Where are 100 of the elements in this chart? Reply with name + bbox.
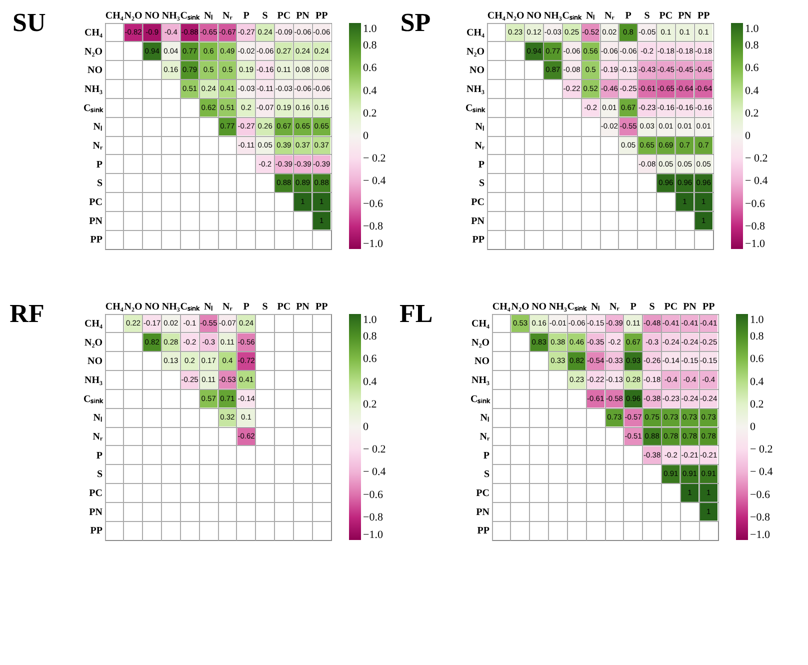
x-tick-label: PP (315, 10, 328, 22)
x-tick-label: CH₄ (492, 302, 510, 312)
x-tick-label: NH₃ (548, 302, 567, 312)
color-bar-label: −1.0 (363, 529, 384, 541)
x-tick-label: PN (296, 10, 310, 22)
x-tick-label: NH₃ (162, 302, 180, 312)
color-bar-label: −0.6 (750, 488, 770, 501)
x-tick-label: P (630, 302, 636, 312)
y-tick-label: P (96, 159, 102, 170)
color-bar-label: − 0.2 (363, 444, 386, 456)
x-tick-label: N₂O (124, 302, 142, 312)
y-tick-label: NO (88, 356, 103, 368)
x-tick-label: Nᵣ (604, 10, 615, 22)
color-bar-label: 0.8 (363, 40, 378, 52)
y-tick-label: NO (88, 65, 103, 76)
color-bar-label: 0.6 (750, 353, 764, 366)
x-tick-label: Cₛᵢₙₖ (180, 10, 200, 22)
y-tick-label: PC (476, 488, 490, 499)
x-tick-label: CH₄ (105, 10, 124, 22)
x-tick-label: NO (144, 10, 160, 22)
x-tick-label: Nᵣ (610, 302, 620, 312)
y-tick-label: N₂O (84, 337, 103, 348)
color-bar-label: −1.0 (750, 529, 770, 541)
y-tick-label: CH₄ (84, 318, 102, 330)
y-tick-label: Cₛᵢₙₖ (466, 102, 486, 114)
y-tick-label: Cₛᵢₙₖ (84, 394, 104, 405)
y-tick-label: P (96, 450, 102, 462)
y-tick-label: N₂O (472, 337, 490, 348)
chart-title: SU (12, 8, 46, 37)
x-tick-label: CH₄ (105, 302, 124, 312)
color-bar-label: 0.2 (750, 398, 764, 410)
x-tick-label: PN (678, 10, 692, 22)
x-tick-label: PP (697, 10, 710, 22)
y-tick-label: CH₄ (472, 318, 490, 330)
color-bar-label: 0.2 (363, 107, 377, 120)
y-tick-label: P (483, 450, 490, 462)
color-bar-label: −0.8 (363, 220, 384, 232)
y-tick-label: P (478, 159, 484, 170)
color-bar-label: 0.4 (363, 376, 378, 388)
color-bar-label: − 0.4 (750, 466, 774, 478)
x-tick-label: S (262, 302, 268, 312)
y-tick-label: PN (476, 506, 490, 518)
color-bar-label: 0 (745, 130, 751, 142)
y-tick-label: PC (89, 196, 102, 208)
color-bar-label: 1.0 (745, 23, 760, 35)
color-bar-label: −0.6 (745, 198, 766, 210)
color-bar-label: −0.8 (745, 220, 766, 232)
color-bar-label: −1.0 (363, 238, 384, 250)
x-tick-label: P (243, 10, 250, 22)
color-bar-label: 0.8 (745, 40, 760, 52)
color-bar-label: − 0.4 (745, 175, 768, 188)
color-bar-label: 1.0 (750, 314, 764, 326)
y-tick-label: PN (89, 216, 104, 227)
y-tick-label: N₂O (466, 46, 485, 58)
y-tick-label: Cₛᵢₙₖ (470, 394, 490, 405)
color-bar-label: 0.4 (363, 84, 378, 97)
y-tick-label: PC (471, 196, 484, 208)
y-tick-label: S (484, 469, 490, 480)
color-bar-label: −0.6 (363, 488, 384, 501)
color-bar-label: 0.8 (750, 330, 764, 343)
y-tick-label: S (96, 469, 103, 480)
x-tick-label: S (262, 10, 268, 22)
x-tick-label: Cₛᵢₙₖ (567, 302, 588, 312)
color-bar-label: 0 (363, 421, 369, 433)
x-tick-label: NO (532, 302, 547, 312)
x-tick-label: NO (144, 302, 160, 312)
y-tick-label: S (96, 178, 103, 190)
x-tick-label: P (625, 10, 632, 22)
x-tick-label: Cₛᵢₙₖ (562, 10, 582, 22)
y-tick-label: Nᵣ (474, 140, 485, 152)
color-bar-label: 0.6 (363, 62, 378, 74)
x-tick-label: S (649, 302, 656, 312)
y-tick-label: Nₗ (480, 412, 490, 424)
x-tick-label: NH₃ (162, 10, 180, 22)
x-tick-label: PP (702, 302, 715, 312)
y-tick-label: Nₗ (93, 412, 102, 424)
y-tick-label: PP (90, 234, 102, 246)
y-tick-label: NO (474, 356, 490, 368)
x-tick-label: S (644, 10, 650, 22)
x-tick-label: Nₗ (586, 10, 596, 22)
x-tick-label: PC (659, 10, 673, 22)
y-tick-label: Cₛᵢₙₖ (84, 102, 104, 114)
y-tick-label: PC (89, 488, 102, 499)
color-bar-label: 1.0 (363, 314, 378, 326)
y-tick-label: NH₃ (472, 374, 490, 386)
x-tick-label: Nₗ (204, 302, 214, 312)
y-tick-label: Nᵣ (480, 431, 490, 442)
color-bar-label: 0.6 (363, 353, 378, 366)
x-tick-label: N₂O (511, 302, 530, 312)
color-bar-label: − 0.4 (363, 466, 386, 478)
color-bar-label: − 0.2 (750, 444, 773, 456)
color-bar-label: − 0.2 (363, 152, 386, 165)
y-tick-label: PN (89, 506, 104, 518)
y-tick-label: PP (90, 526, 102, 537)
color-bar-label: −0.8 (750, 511, 770, 524)
x-tick-label: N₂O (506, 10, 524, 22)
x-tick-label: NH₃ (544, 10, 562, 22)
color-bar-label: 0.4 (750, 376, 764, 388)
color-bar-label: −1.0 (745, 238, 766, 250)
y-tick-label: PP (477, 526, 490, 537)
